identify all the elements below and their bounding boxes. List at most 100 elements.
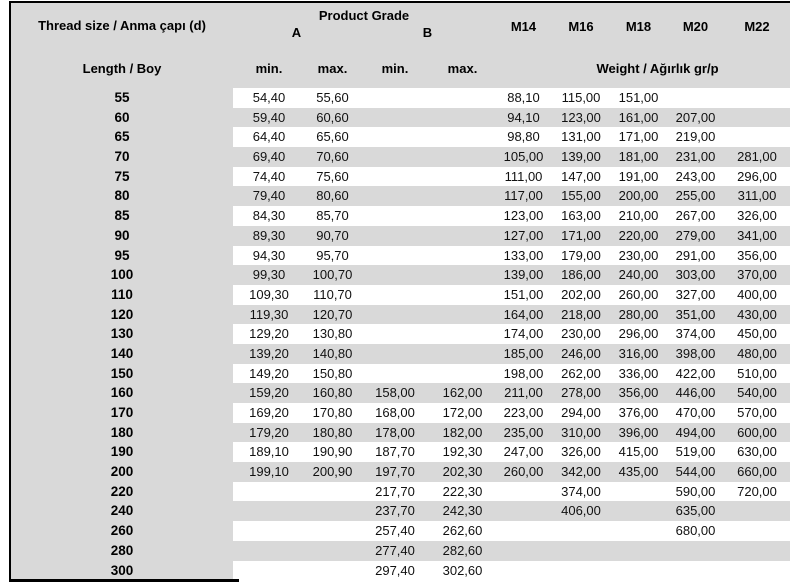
- value-cell: 84,30: [252, 208, 286, 224]
- value-cell: [495, 561, 552, 581]
- value-cell: [430, 265, 495, 285]
- length-cell: 90: [11, 225, 233, 246]
- value-cell: 100,70: [305, 265, 360, 285]
- length-cell: 75: [11, 166, 233, 187]
- value-cell: 130,80: [312, 326, 353, 342]
- value-cell: 296,00: [618, 326, 659, 342]
- value-cell: [430, 225, 495, 246]
- value-cell: 158,00: [360, 383, 430, 403]
- value-cell: [360, 186, 430, 207]
- value-cell: 260,00: [618, 286, 659, 302]
- value-cell: 374,00: [561, 483, 601, 499]
- value-cell: [360, 324, 430, 344]
- table-row: 280 277,40 282,60: [11, 540, 790, 561]
- table-row: 55 54,40 55,60 88,10 115,00 151,00: [11, 88, 790, 108]
- column-header-m20: M20: [682, 19, 709, 34]
- value-cell: 219,00: [675, 129, 716, 145]
- value-cell: 720,00: [737, 483, 777, 499]
- table-row: 65 64,40 65,60 98,80 131,00 171,00 219,00: [11, 127, 790, 148]
- table-row: 170 169,20 170,80 168,00 172,00 223,00 294,00 3…: [11, 403, 790, 423]
- length-cell: 65: [11, 127, 233, 148]
- value-cell: 294,00: [561, 405, 601, 420]
- length-cell: 160: [11, 383, 233, 403]
- value-cell: [360, 107, 430, 128]
- value-cell: 237,70: [360, 501, 430, 522]
- value-cell: 255,00: [667, 186, 724, 207]
- value-cell: 336,00: [618, 365, 659, 381]
- value-cell: 400,00: [737, 286, 777, 302]
- length-cell: 280: [11, 540, 233, 561]
- value-cell: 510,00: [737, 365, 777, 381]
- value-cell: 164,00: [495, 304, 552, 325]
- header-row-1: Thread size / Anma çapı (d) Product Grad…: [11, 3, 790, 48]
- value-cell: 351,00: [667, 304, 724, 325]
- value-cell: 480,00: [724, 343, 790, 364]
- table-row: 70 69,40 70,60 105,00 139,00 181,00 231,00 281,…: [11, 147, 790, 167]
- value-cell: [430, 186, 495, 207]
- value-cell: 207,00: [667, 107, 724, 128]
- value-cell: 191,00: [618, 168, 659, 184]
- value-cell: 147,00: [561, 168, 601, 184]
- value-cell: [667, 88, 724, 108]
- value-cell: 262,60: [442, 523, 483, 539]
- value-cell: 570,00: [737, 405, 777, 420]
- value-cell: 540,00: [724, 383, 790, 403]
- table-row: 100 99,30 100,70 139,00 186,00 240,00 303,00 37…: [11, 265, 790, 285]
- column-header-m22: M22: [744, 19, 770, 34]
- table-row: 90 89,30 90,70 127,00 171,00 220,00 279,00 341,…: [11, 225, 790, 246]
- value-cell: [430, 285, 495, 305]
- value-cell: 310,00: [552, 422, 610, 443]
- value-cell: [305, 561, 360, 581]
- table-row: 220 217,70 222,30 374,00 590,00 720,00: [11, 481, 790, 502]
- table-row: 160 159,20 160,80 158,00 162,00 211,00 278,00 3…: [11, 383, 790, 403]
- value-cell: [360, 167, 430, 187]
- grade-letters: A B: [233, 25, 495, 40]
- value-cell: 243,00: [675, 168, 716, 184]
- value-cell: 111,00: [504, 168, 543, 184]
- value-cell: [360, 206, 430, 226]
- value-cell: 119,30: [233, 304, 305, 325]
- value-cell: 202,30: [430, 462, 495, 482]
- grade-a-min-header: min.: [255, 60, 283, 76]
- value-cell: 170,80: [312, 405, 353, 420]
- value-cell: 79,40: [233, 186, 305, 207]
- value-cell: 160,80: [305, 383, 360, 403]
- value-cell: 199,10: [233, 462, 305, 482]
- value-cell: 139,00: [495, 265, 552, 285]
- length-cell: 140: [11, 343, 233, 364]
- value-cell: 341,00: [724, 225, 790, 246]
- value-cell: [430, 127, 495, 147]
- header-row-2: Length / Boy min. max. min. max. Weight …: [11, 48, 790, 88]
- value-cell: 115,00: [561, 90, 601, 105]
- value-cell: [552, 521, 610, 541]
- value-cell: 406,00: [552, 501, 610, 522]
- length-cell: 100: [11, 265, 233, 285]
- value-cell: 200,00: [610, 186, 667, 207]
- column-header-m18: M18: [625, 19, 652, 34]
- value-cell: 635,00: [667, 501, 724, 522]
- length-cell: 60: [11, 107, 233, 128]
- value-cell: [430, 107, 495, 128]
- value-cell: [360, 127, 430, 147]
- value-cell: [360, 304, 430, 325]
- value-cell: 117,00: [495, 186, 552, 207]
- length-cell: 120: [11, 304, 233, 325]
- length-cell: 220: [11, 481, 233, 502]
- value-cell: 189,10: [249, 444, 289, 460]
- length-cell: 180: [11, 422, 233, 443]
- table-row: 190 189,10 190,90 187,70 192,30 247,00 326,00 4…: [11, 442, 790, 463]
- value-cell: [360, 285, 430, 305]
- value-cell: [305, 521, 360, 541]
- value-cell: 282,60: [430, 540, 495, 561]
- value-cell: [495, 540, 552, 561]
- value-cell: 159,20: [233, 383, 305, 403]
- value-cell: [610, 482, 667, 502]
- value-cell: 180,80: [305, 422, 360, 443]
- value-cell: 55,60: [316, 90, 349, 105]
- value-cell: [610, 561, 667, 581]
- value-cell: 169,20: [249, 405, 289, 420]
- value-cell: 260,00: [495, 462, 552, 482]
- value-cell: [360, 343, 430, 364]
- value-cell: 139,00: [552, 147, 610, 167]
- value-cell: 326,00: [561, 444, 601, 460]
